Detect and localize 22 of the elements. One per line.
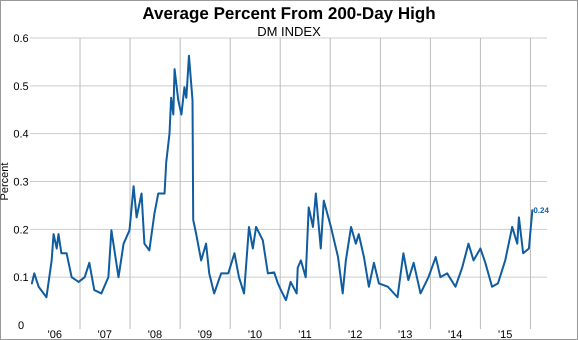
x-tick-label: '13 (398, 329, 412, 340)
x-tick-label: '12 (348, 329, 362, 340)
annotation: 0.24 (533, 206, 550, 216)
line-series (30, 54, 534, 302)
x-tick-label: '15 (498, 329, 512, 340)
x-tick-label: '11 (298, 329, 312, 340)
x-tick-label: '06 (48, 329, 62, 340)
y-tick-label: 0 (18, 320, 24, 332)
y-tick-label: 0.4 (13, 128, 29, 141)
y-tick-label: 0.6 (13, 33, 29, 45)
y-tick-label: 0.1 (13, 272, 29, 284)
y-tick-label: 0.5 (13, 80, 29, 93)
chart-subtitle: DM INDEX (257, 24, 322, 39)
y-tick-label: 0.2 (13, 224, 29, 236)
chart-title: Average Percent From 200-Day High (142, 4, 436, 23)
x-tick-label: '08 (148, 329, 162, 340)
y-tick-label: 0.3 (13, 176, 29, 188)
x-tick-label: '10 (248, 329, 262, 340)
x-tick-label: '09 (198, 329, 212, 340)
x-tick-label: '07 (98, 329, 112, 340)
y-axis-title: Percent (0, 162, 11, 200)
x-tick-label: '14 (448, 329, 462, 340)
